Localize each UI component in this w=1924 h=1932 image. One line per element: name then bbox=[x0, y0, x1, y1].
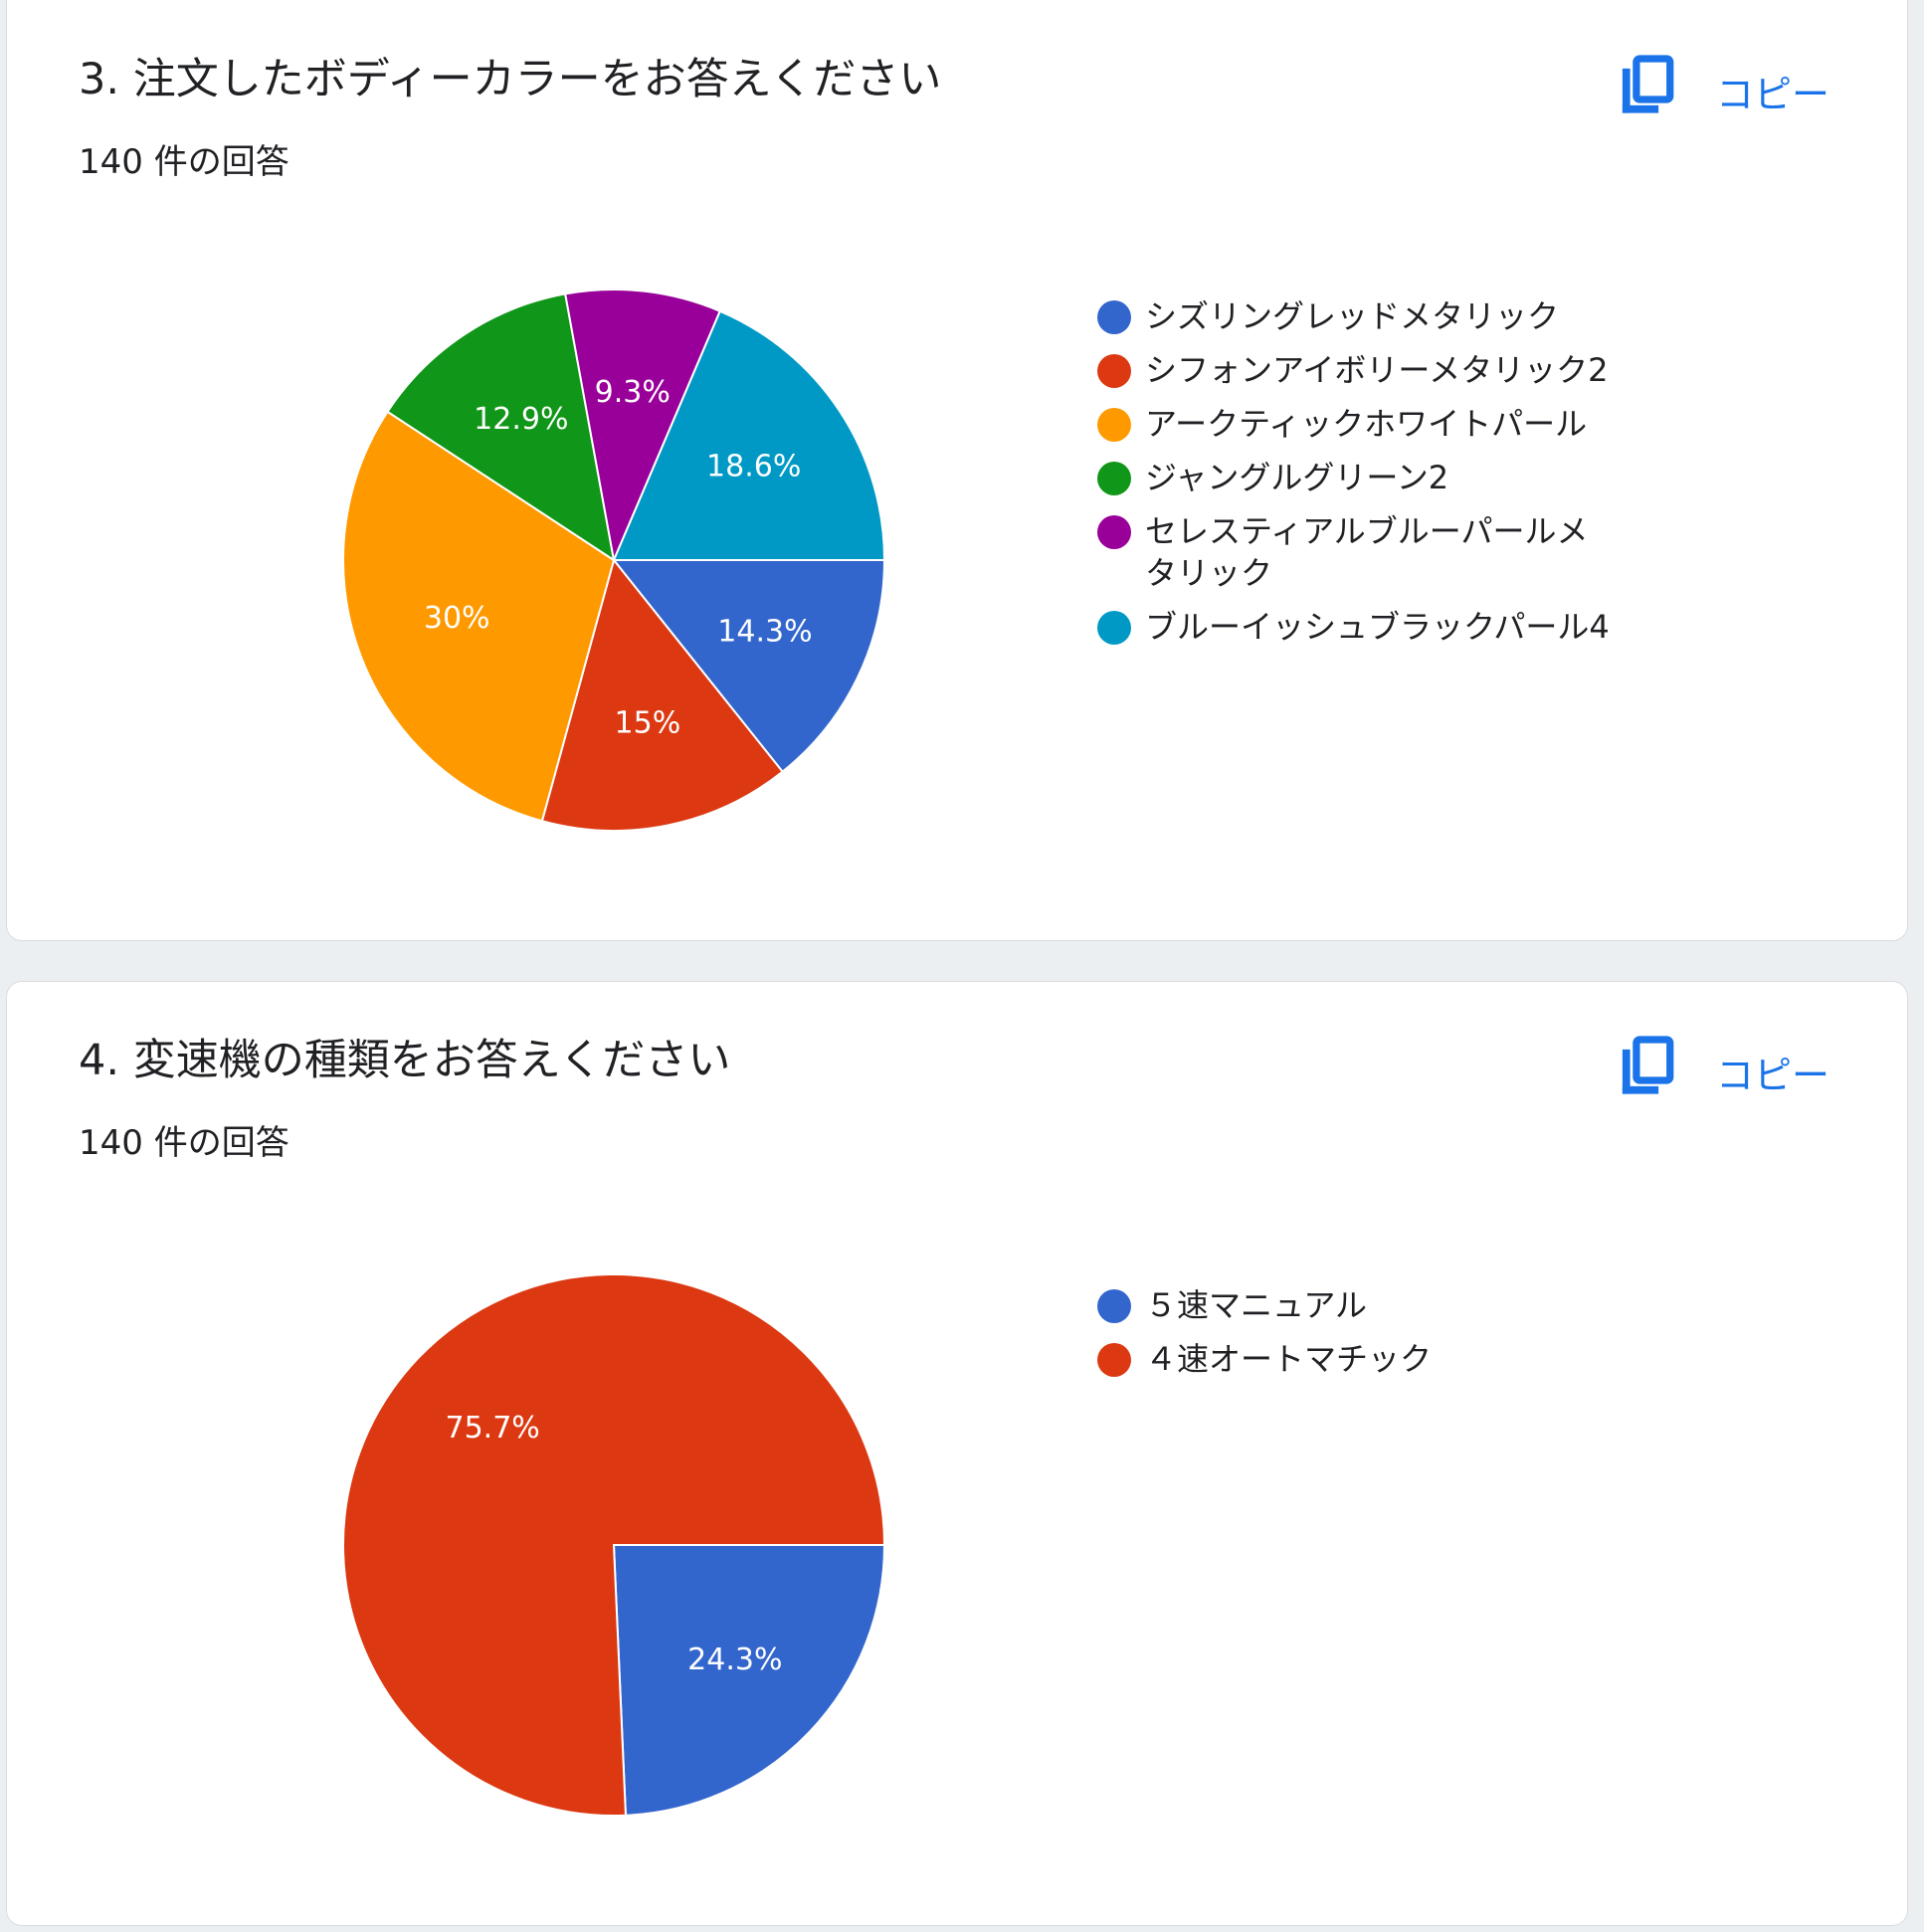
legend-label: シズリングレッドメタリック bbox=[1145, 297, 1560, 335]
legend-swatch bbox=[1097, 1343, 1131, 1377]
pie-slice[interactable] bbox=[386, 292, 616, 563]
legend-label: ブルーイッシュブラックパール4 bbox=[1145, 608, 1610, 646]
question-title: 3. 注文したボディーカラーをお答えください bbox=[79, 55, 942, 104]
legend-swatch bbox=[1097, 462, 1131, 495]
slice-label: 30% bbox=[424, 601, 490, 636]
legend-item[interactable]: セレスティアルブルーパールメタリック bbox=[1097, 510, 1615, 594]
pie-chart-transmission: 24.3% 75.7% bbox=[342, 1273, 886, 1817]
legend-item[interactable]: シズリングレッドメタリック bbox=[1097, 295, 1615, 337]
pie-slice[interactable] bbox=[342, 1273, 886, 1817]
copy-label: コピー bbox=[1716, 73, 1830, 116]
pie-chart-body-color: 14.3% 15% 30% 12.9% 9.3% 18.6% bbox=[342, 289, 886, 832]
legend-label: シフォンアイボリーメタリック2 bbox=[1145, 351, 1609, 389]
slice-label: 15% bbox=[615, 706, 681, 741]
pie-slice[interactable] bbox=[540, 557, 784, 832]
legend-label: ジャングルグリーン2 bbox=[1145, 459, 1449, 496]
legend-item[interactable]: ４速オートマチック bbox=[1097, 1338, 1615, 1380]
legend-label: ４速オートマチック bbox=[1145, 1340, 1433, 1378]
legend-swatch bbox=[1097, 300, 1131, 334]
legend-item[interactable]: ブルーイッシュブラックパール4 bbox=[1097, 606, 1615, 648]
copy-button[interactable]: コピー bbox=[1619, 1036, 1829, 1108]
pie-slice[interactable] bbox=[564, 289, 722, 564]
legend-swatch bbox=[1097, 611, 1131, 645]
slice-label: 14.3% bbox=[717, 615, 812, 650]
slice-label: 12.9% bbox=[474, 402, 568, 437]
copy-button[interactable]: コピー bbox=[1619, 55, 1829, 127]
copy-icon bbox=[1619, 1036, 1676, 1108]
response-count: 140 件の回答 bbox=[79, 142, 289, 182]
copy-icon bbox=[1619, 55, 1676, 127]
legend-swatch bbox=[1097, 408, 1131, 442]
legend-label: セレスティアルブルーパールメタリック bbox=[1145, 512, 1589, 592]
copy-label: コピー bbox=[1716, 1054, 1830, 1097]
legend-swatch bbox=[1097, 1289, 1131, 1323]
response-count: 140 件の回答 bbox=[79, 1123, 289, 1163]
legend-item[interactable]: アークティックホワイトパール bbox=[1097, 403, 1615, 445]
legend-item[interactable]: ５速マニュアル bbox=[1097, 1284, 1615, 1326]
slice-label: 24.3% bbox=[687, 1642, 782, 1677]
question-title: 4. 変速機の種類をお答えください bbox=[79, 1036, 731, 1085]
slice-label: 18.6% bbox=[706, 450, 801, 484]
question-card-3: 3. 注文したボディーカラーをお答えください 140 件の回答 コピー 14.3… bbox=[6, 0, 1908, 941]
legend: シズリングレッドメタリックシフォンアイボリーメタリック2 アークティックホワイトパ… bbox=[1097, 295, 1615, 660]
legend-swatch bbox=[1097, 515, 1131, 549]
pie-slice[interactable] bbox=[342, 410, 616, 823]
legend: ５速マニュアル ４速オートマチック bbox=[1097, 1284, 1615, 1392]
legend-label: アークティックホワイトパール bbox=[1145, 405, 1588, 443]
legend-item[interactable]: ジャングルグリーン2 bbox=[1097, 457, 1615, 498]
slice-label: 75.7% bbox=[446, 1411, 540, 1446]
pie-slice[interactable] bbox=[612, 309, 886, 561]
legend-label: ５速マニュアル bbox=[1145, 1286, 1368, 1324]
pie-slice[interactable] bbox=[612, 1544, 886, 1817]
question-card-4: 4. 変速機の種類をお答えください 140 件の回答 コピー 24.3% 75.7… bbox=[6, 981, 1908, 1926]
slice-label: 9.3% bbox=[595, 375, 671, 410]
legend-item[interactable]: シフォンアイボリーメタリック2 bbox=[1097, 349, 1615, 391]
legend-swatch bbox=[1097, 354, 1131, 388]
pie-slice[interactable] bbox=[611, 559, 886, 774]
